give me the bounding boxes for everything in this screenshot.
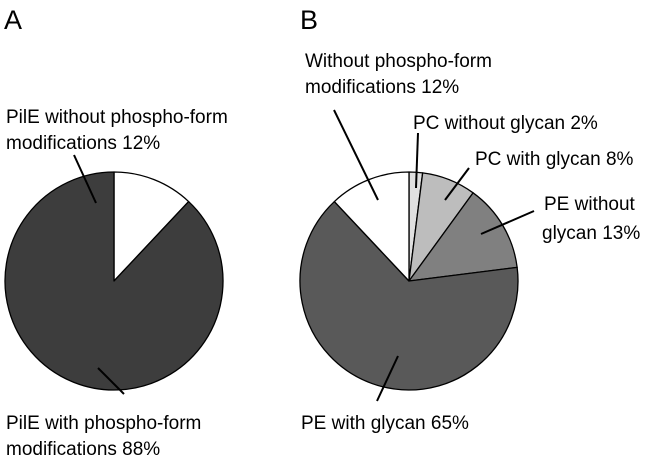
panel-b-letter: B <box>300 5 318 35</box>
slice-label-b-without-phospho-line2: modifications 12% <box>305 77 459 98</box>
pie-a <box>4 171 224 391</box>
leader-line-b-pc-without <box>415 132 419 189</box>
leader-line-a-with <box>97 367 125 395</box>
pie-b <box>299 171 519 391</box>
leader-line-b-pc-with <box>444 167 470 201</box>
leader-line-a-without <box>73 154 97 204</box>
slice-label-b-pc-without: PC without glycan 2% <box>413 113 598 134</box>
leader-line-b-pe-with <box>376 355 399 402</box>
slice-label-b-without-phospho-line1: Without phospho-form <box>305 51 492 72</box>
slice-label-b-pe-without-line1: PE without <box>544 194 636 215</box>
leader-line-b-without-phospho <box>333 109 379 201</box>
panel-a-letter: A <box>4 5 22 35</box>
slice-label-a-with-line2: modifications 88% <box>6 439 160 460</box>
slice-label-b-pc-with: PC with glycan 8% <box>475 149 634 170</box>
pie-a-slice-1 <box>4 171 224 391</box>
slice-label-a-without-line1: PilE without phospho-form <box>6 107 228 128</box>
panel-a: A PilE without phospho-form modification… <box>4 5 228 460</box>
panel-b: B Without phospho-form modifications 12%… <box>299 5 640 434</box>
slice-label-a-with-line1: PilE with phospho-form <box>6 413 201 434</box>
pie-a-slice-0 <box>113 171 190 282</box>
slice-label-b-pe-with: PE with glycan 65% <box>301 413 469 434</box>
pie-b-slice-3 <box>299 200 519 391</box>
slice-label-a-without-line2: modifications 12% <box>6 133 160 154</box>
leader-line-b-pe-without <box>480 210 535 235</box>
slice-label-b-pe-without-line2: glycan 13% <box>542 223 640 244</box>
